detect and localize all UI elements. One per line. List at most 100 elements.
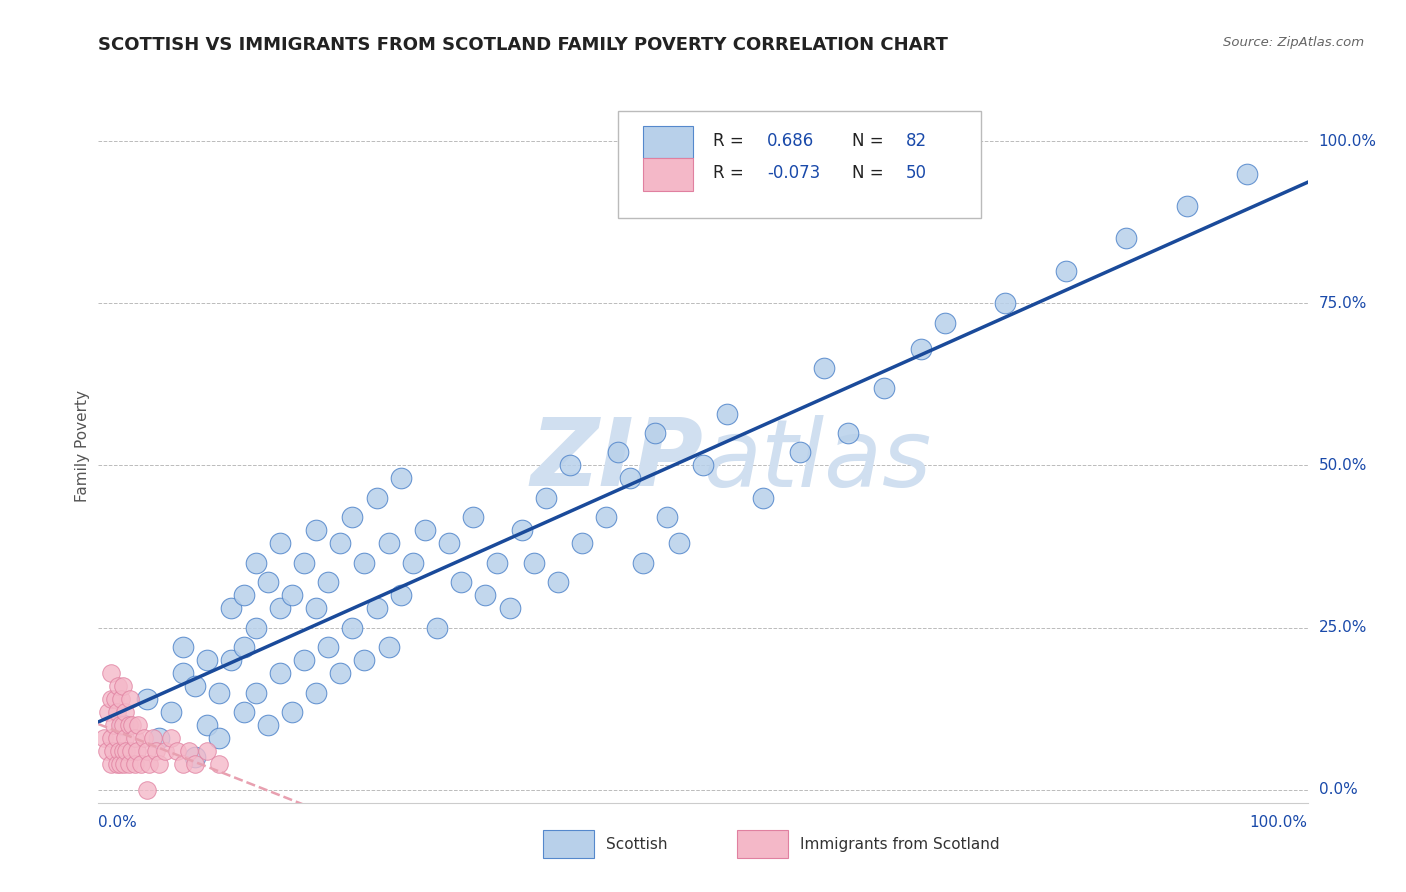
Point xyxy=(510,524,533,538)
Point xyxy=(837,425,859,440)
Point xyxy=(172,640,194,654)
Point xyxy=(105,731,128,745)
Point xyxy=(910,342,932,356)
Point xyxy=(269,536,291,550)
Point xyxy=(135,692,157,706)
Text: 0.0%: 0.0% xyxy=(98,814,138,830)
Point xyxy=(124,731,146,745)
Point xyxy=(644,425,666,440)
Point xyxy=(118,692,141,706)
Point xyxy=(184,679,207,693)
Point xyxy=(426,621,449,635)
Text: 0.686: 0.686 xyxy=(768,132,814,150)
Point xyxy=(668,536,690,550)
Point xyxy=(292,653,315,667)
Text: 100.0%: 100.0% xyxy=(1319,134,1376,149)
Point xyxy=(486,556,509,570)
Point xyxy=(105,705,128,719)
Point xyxy=(127,718,149,732)
Point xyxy=(177,744,201,758)
Point xyxy=(607,445,630,459)
Point xyxy=(232,705,254,719)
Point xyxy=(716,407,738,421)
Point xyxy=(172,666,194,681)
Text: 50.0%: 50.0% xyxy=(1319,458,1367,473)
Point xyxy=(127,744,149,758)
FancyBboxPatch shape xyxy=(543,830,595,858)
Point xyxy=(377,536,399,550)
Point xyxy=(474,588,496,602)
Point xyxy=(389,588,412,602)
Point xyxy=(256,718,278,732)
Point xyxy=(813,361,835,376)
Point xyxy=(353,556,375,570)
Point xyxy=(789,445,811,459)
Point xyxy=(134,731,156,745)
Text: atlas: atlas xyxy=(703,415,931,506)
Text: Immigrants from Scotland: Immigrants from Scotland xyxy=(800,837,1000,852)
Point xyxy=(342,510,364,524)
Point xyxy=(195,653,218,667)
Point xyxy=(413,524,436,538)
Point xyxy=(100,731,122,745)
Point xyxy=(108,718,131,732)
Point xyxy=(148,731,170,745)
Point xyxy=(115,744,138,758)
Point xyxy=(1175,199,1198,213)
Point xyxy=(498,601,520,615)
Point xyxy=(100,756,122,771)
Point xyxy=(631,556,654,570)
Point xyxy=(108,744,131,758)
Text: R =: R = xyxy=(713,132,748,150)
Point xyxy=(692,458,714,473)
Point xyxy=(148,756,170,771)
Text: 50: 50 xyxy=(905,164,927,182)
Point xyxy=(547,575,569,590)
Point xyxy=(93,731,115,745)
FancyBboxPatch shape xyxy=(619,111,981,218)
Point xyxy=(523,556,546,570)
Point xyxy=(316,575,339,590)
Point xyxy=(934,316,956,330)
Point xyxy=(245,556,267,570)
Point xyxy=(232,588,254,602)
Point xyxy=(316,640,339,654)
Point xyxy=(96,744,118,758)
Text: 75.0%: 75.0% xyxy=(1319,296,1367,310)
Point xyxy=(160,731,183,745)
Point xyxy=(121,718,143,732)
Text: 25.0%: 25.0% xyxy=(1319,620,1367,635)
Point xyxy=(195,744,218,758)
Point xyxy=(124,756,146,771)
Point xyxy=(994,296,1017,310)
Point xyxy=(145,744,167,758)
Text: Scottish: Scottish xyxy=(606,837,668,852)
FancyBboxPatch shape xyxy=(737,830,787,858)
Point xyxy=(389,471,412,485)
Point xyxy=(619,471,641,485)
Point xyxy=(534,491,557,505)
Point xyxy=(329,666,352,681)
FancyBboxPatch shape xyxy=(643,158,693,191)
Point xyxy=(118,756,141,771)
Point xyxy=(208,756,231,771)
Point xyxy=(172,756,194,771)
Point xyxy=(463,510,485,524)
Point xyxy=(114,705,136,719)
Point xyxy=(292,556,315,570)
Point xyxy=(353,653,375,667)
Point xyxy=(1115,231,1137,245)
Point xyxy=(1054,264,1077,278)
Point xyxy=(245,685,267,699)
Point xyxy=(873,381,896,395)
Point xyxy=(129,756,152,771)
Text: N =: N = xyxy=(852,132,889,150)
Point xyxy=(281,588,304,602)
Point xyxy=(105,756,128,771)
Point xyxy=(281,705,304,719)
Text: 0.0%: 0.0% xyxy=(1319,782,1357,797)
Point xyxy=(437,536,460,550)
Point xyxy=(184,756,207,771)
Point xyxy=(114,731,136,745)
Point xyxy=(366,491,388,505)
